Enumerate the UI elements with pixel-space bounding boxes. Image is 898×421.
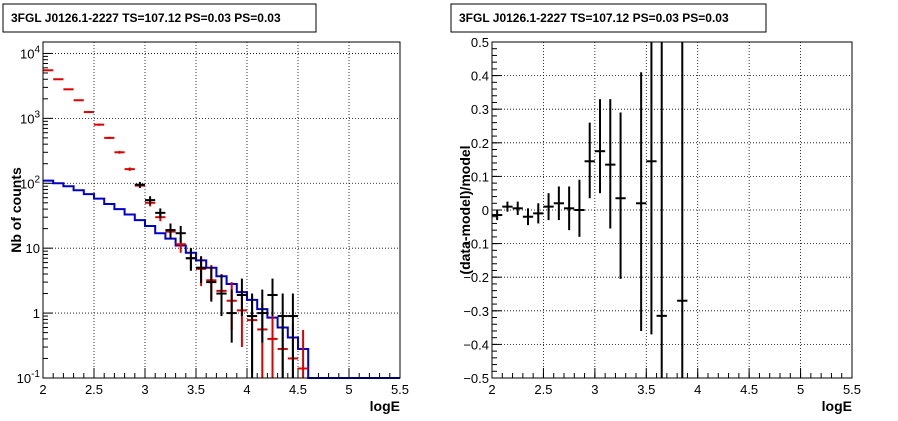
data-point [236,278,247,317]
y-tick-label: −0.1 [463,237,489,252]
y-tick-label: 0 [482,203,489,218]
model-point [94,123,105,126]
y-tick-label: 1 [33,306,40,321]
x-tick-label: 4 [694,382,701,397]
data-point [543,193,554,221]
model-point [43,69,54,72]
title-box [2,3,317,33]
chart-title: 3FGL J0126.1-2227 TS=107.12 PS=0.03 PS=0… [11,11,281,25]
y-tick-label: 0.1 [471,169,489,184]
data-point [155,208,166,219]
y-tick-label: 0.2 [471,136,489,151]
model-point [298,329,309,378]
data-point [574,179,585,237]
data-point [533,203,544,224]
y-tick-label: 0.3 [471,102,489,117]
data-point [287,293,298,378]
y-tick-label: 104 [20,44,40,61]
x-tick-label: 5 [797,382,804,397]
x-tick-label: 3.5 [637,382,655,397]
residuals-panel: 3FGL J0126.1-2227 TS=107.12 PS=0.03 PS=0… [450,3,861,414]
data-point [584,122,595,199]
data-point [145,196,156,205]
data-point [646,42,657,335]
model-point [267,310,278,378]
data-point [175,225,186,244]
data-point [564,186,575,231]
x-tick-label: 2.5 [534,382,552,397]
data-point [247,293,258,378]
model-point [83,111,94,114]
plot-frame [42,41,401,379]
y-tick-label: 0.4 [471,69,489,84]
x-tick-label: 5.5 [391,382,409,397]
data-point [636,72,647,331]
data-point [277,293,288,378]
model-point [53,78,64,81]
model-point [124,167,135,171]
data-point [185,248,196,271]
x-axis-label: logE [822,398,852,414]
x-tick-label: 3.5 [187,382,205,397]
x-axis-label: logE [370,398,400,414]
data-point [492,210,503,221]
model-point [73,99,84,102]
y-tick-label: 10 [26,241,40,256]
y-tick-label: −0.5 [463,371,489,386]
x-tick-label: 4 [243,382,250,397]
data-point [594,99,606,194]
data-point [605,99,616,229]
x-tick-label: 5 [345,382,352,397]
x-tick-label: 3 [141,382,148,397]
y-tick-label: 103 [20,109,40,126]
plot-frame [491,41,853,379]
model-point [104,136,115,140]
data-point [165,223,176,239]
y-tick-label: 0.5 [471,35,489,50]
x-tick-label: 4.5 [289,382,307,397]
data-point [553,186,564,221]
y-tick-label: 102 [20,174,40,191]
model-point [63,88,74,91]
data-point [206,266,217,302]
chart-title: 3FGL J0126.1-2227 TS=107.12 PS=0.03 PS=0… [459,11,729,25]
data-point [226,289,237,343]
y-axis-label: Nb of counts [8,167,24,253]
data-point [656,42,667,378]
data-point [216,274,227,317]
x-tick-label: 2 [39,382,46,397]
title-box [450,3,767,33]
data-point [502,201,513,212]
y-tick-label: −0.4 [463,337,489,352]
x-tick-label: 2 [488,382,495,397]
y-tick-label: −0.3 [463,304,489,319]
model-point [114,150,125,154]
x-tick-label: 4.5 [740,382,758,397]
data-point [134,181,145,188]
data-point [267,278,278,317]
counts-panel: 3FGL J0126.1-2227 TS=107.12 PS=0.03 PS=0… [2,3,409,414]
data-point [522,208,534,226]
x-tick-label: 3 [591,382,598,397]
y-tick-label: 10-1 [17,369,41,386]
data-point [615,112,626,279]
data-point [196,256,207,284]
data-point [677,42,688,378]
data-point [257,289,268,343]
y-tick-label: −0.2 [463,270,489,285]
x-tick-label: 2.5 [85,382,103,397]
y-axis-label: (data-model)/model [457,145,473,274]
data-point [512,201,523,216]
x-tick-label: 5.5 [843,382,861,397]
